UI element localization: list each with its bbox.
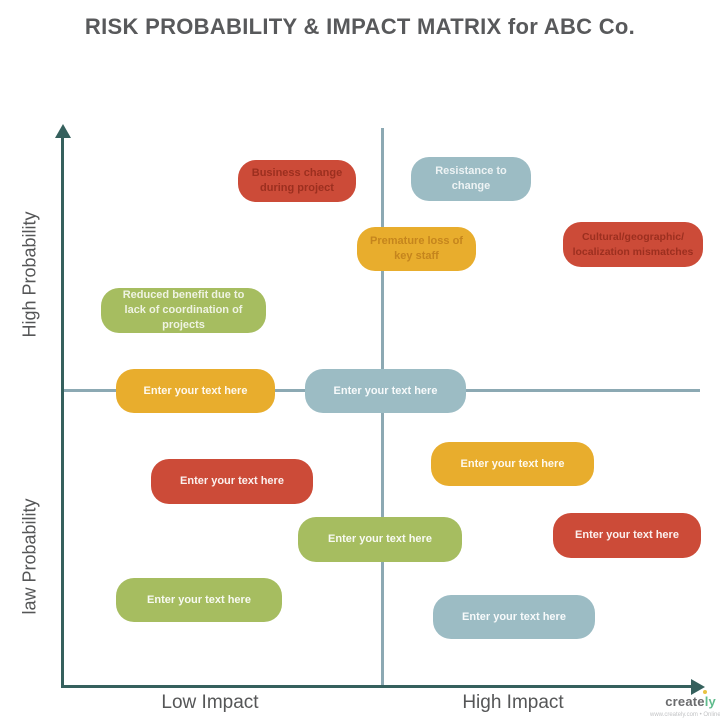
risk-bubble-resistance[interactable]: Resistance to change [411,157,531,201]
right-arrow-icon [691,679,705,695]
impact-axis-line [61,685,693,688]
risk-bubble-placeholder[interactable]: Enter your text here [433,595,595,639]
x-axis-label-high-impact: High Impact [462,692,564,713]
logo-text-main: create [665,694,705,709]
logo-bulb-icon [703,690,707,694]
y-axis-label-low-probability: law Probability [19,498,40,615]
risk-bubble-placeholder[interactable]: Enter your text here [116,369,275,413]
risk-bubble-placeholder[interactable]: Enter your text here [431,442,594,486]
logo-tagline: www.creately.com • Online Diagramming [650,712,720,718]
risk-bubble-placeholder[interactable]: Enter your text here [553,513,701,558]
risk-bubble-placeholder[interactable]: Enter your text here [298,517,462,562]
risk-bubble-reduced-benefit[interactable]: Reduced benefit due to lack of coordinat… [101,288,266,333]
logo-text-accent: ly [704,694,716,709]
page-title: RISK PROBABILITY & IMPACT MATRIX for ABC… [84,14,636,39]
x-axis-label-low-impact: Low Impact [161,692,259,713]
y-axis-label-high-probability: High Probability [19,211,40,338]
creately-logo[interactable]: creately www.creately.com • Online Diagr… [650,690,720,718]
risk-bubble-business-change[interactable]: Business change during project [238,160,356,202]
risk-bubble-placeholder[interactable]: Enter your text here [305,369,466,413]
risk-bubble-placeholder[interactable]: Enter your text here [116,578,282,622]
risk-bubble-placeholder[interactable]: Enter your text here [151,459,313,504]
risk-bubble-premature-loss[interactable]: Premature loss of key staff [357,227,476,271]
up-arrow-icon [55,124,71,138]
risk-bubble-cultural-mismatch[interactable]: Cultural/geographic/ localization mismat… [563,222,703,267]
probability-axis-line [61,136,64,688]
